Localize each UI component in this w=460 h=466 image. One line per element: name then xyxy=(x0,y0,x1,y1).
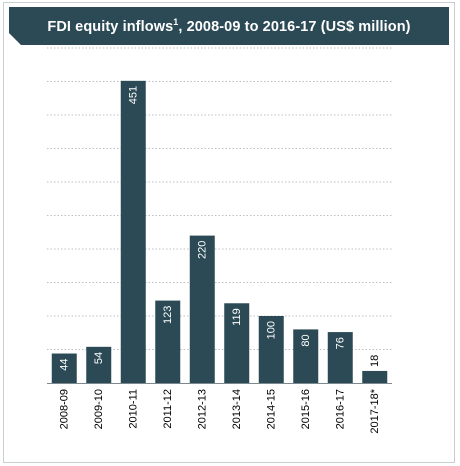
data-label: 451 xyxy=(127,86,139,104)
data-label: 220 xyxy=(196,241,208,259)
bar xyxy=(327,332,353,383)
x-tick-label: 2014-15 xyxy=(265,389,277,429)
bar xyxy=(362,370,388,383)
bar xyxy=(120,80,146,383)
x-tick-label: 2008-09 xyxy=(58,389,70,429)
chart-title: FDI equity inflows1, 2008-09 to 2016-17 … xyxy=(9,17,449,35)
data-label: 80 xyxy=(300,334,312,346)
bar xyxy=(51,353,77,383)
x-tick-label: 2017-18* xyxy=(369,388,381,433)
data-label: 76 xyxy=(334,337,346,349)
bar xyxy=(155,300,181,383)
bar xyxy=(293,329,319,383)
bar xyxy=(258,316,284,383)
data-label: 119 xyxy=(231,308,243,326)
chart-title-main: FDI equity inflows xyxy=(47,18,174,35)
x-tick-label: 2012-13 xyxy=(196,389,208,429)
chart-title-superscript: 1 xyxy=(173,17,179,27)
gridlines xyxy=(47,47,392,350)
bar xyxy=(86,346,112,383)
data-label: 44 xyxy=(58,359,70,371)
chart-title-bar: FDI equity inflows1, 2008-09 to 2016-17 … xyxy=(9,7,449,45)
x-tick-label: 2015-16 xyxy=(300,389,312,429)
data-label: 54 xyxy=(93,352,105,364)
data-label: 18 xyxy=(369,355,381,367)
x-tick-label: 2010-11 xyxy=(127,389,139,429)
data-label: 123 xyxy=(162,306,174,324)
data-label: 100 xyxy=(265,321,277,339)
x-tick-label: 2009-10 xyxy=(93,389,105,429)
bar xyxy=(189,235,215,383)
x-tick-label: 2016-17 xyxy=(334,389,346,429)
x-tick-label: 2011-12 xyxy=(162,389,174,429)
chart-title-suffix: , 2008-09 to 2016-17 (US$ million) xyxy=(178,18,411,35)
x-tick-label: 2013-14 xyxy=(231,389,243,429)
chart-frame: FDI equity inflows1, 2008-09 to 2016-17 … xyxy=(3,2,455,463)
bar xyxy=(224,303,250,383)
